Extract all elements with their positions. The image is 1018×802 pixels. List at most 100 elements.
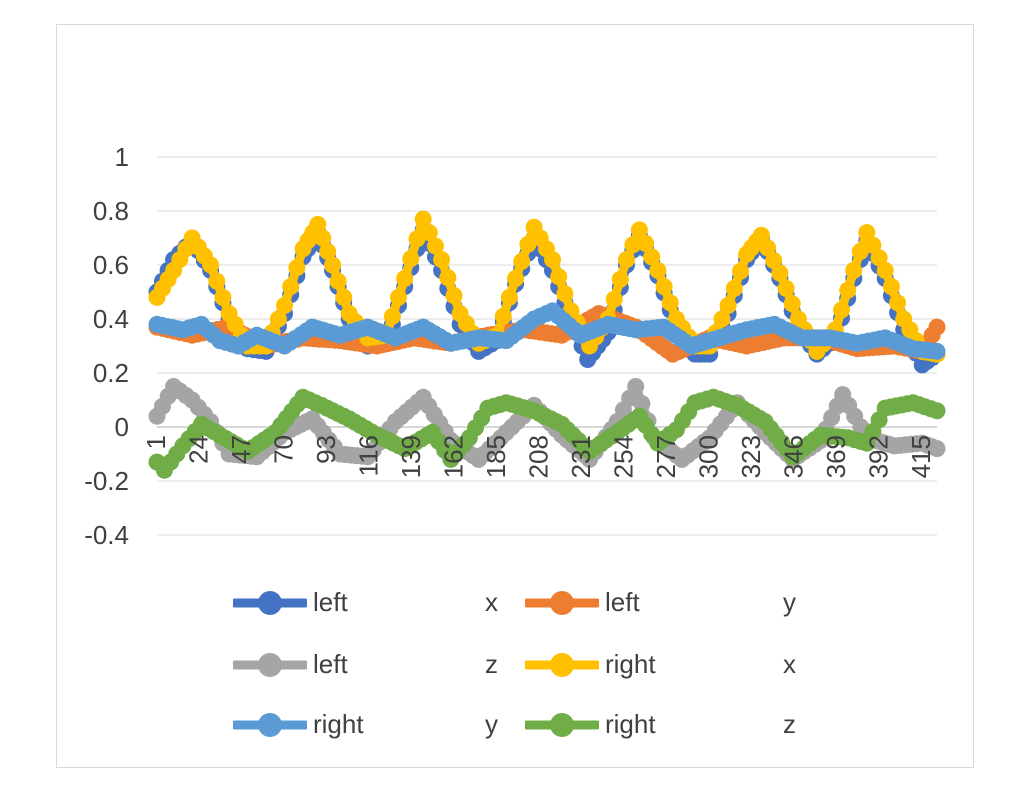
data-point (329, 272, 347, 290)
x-tick-label: 139 (396, 435, 426, 478)
data-point (643, 248, 661, 266)
data-point (202, 256, 220, 274)
y-tick-label: 0.4 (93, 304, 129, 334)
data-point (335, 288, 353, 306)
data-point (732, 262, 749, 280)
data-point (282, 278, 300, 296)
x-tick-label: 254 (609, 435, 639, 478)
y-tick-label: -0.2 (84, 466, 129, 496)
x-tick-label: 300 (694, 435, 724, 478)
x-tick-label: 162 (439, 435, 469, 478)
data-point (420, 224, 438, 242)
data-point (765, 252, 783, 269)
data-point (759, 239, 777, 257)
legend-series-name: right (313, 709, 364, 739)
legend-item: right z (525, 707, 815, 747)
legend-swatch (233, 653, 307, 677)
data-point (611, 270, 629, 288)
data-point (719, 297, 737, 314)
y-tick-label: 0.6 (93, 250, 129, 280)
data-point (870, 249, 888, 267)
x-tick-label: 346 (779, 435, 809, 478)
y-tick-label: 1 (115, 142, 129, 172)
data-point (513, 252, 531, 270)
legend-series-axis: z (783, 709, 796, 739)
data-point (851, 243, 869, 260)
legend-item: right x (525, 647, 815, 687)
legend-swatch (233, 713, 307, 737)
data-point (288, 259, 306, 277)
legend-item: left x (233, 585, 523, 625)
data-point (882, 278, 900, 296)
data-point (507, 270, 525, 287)
data-point (845, 261, 863, 279)
data-point (637, 234, 655, 252)
data-point (427, 237, 444, 255)
legend-item: left z (233, 647, 523, 687)
data-point (402, 250, 420, 268)
data-point (627, 378, 645, 395)
data-point (556, 285, 574, 303)
series-lines (148, 210, 946, 479)
data-point (858, 224, 876, 242)
data-point (649, 261, 667, 279)
legend-series-name: left (313, 587, 348, 617)
legend-series-name: right (605, 709, 656, 739)
legend-swatch (525, 713, 599, 737)
legend-series-name: left (605, 587, 640, 617)
data-point (214, 288, 232, 306)
data-point (833, 301, 850, 319)
data-point (752, 226, 770, 244)
legend-series-axis: y (783, 587, 796, 617)
data-point (544, 251, 561, 269)
y-tick-label: 0 (115, 412, 129, 442)
x-tick-label: 231 (566, 435, 596, 478)
data-point (605, 290, 623, 308)
series-right-y (148, 302, 946, 360)
data-point (771, 264, 789, 282)
x-tick-label: 24 (184, 435, 214, 464)
data-point (928, 402, 946, 420)
data-point (618, 251, 635, 269)
data-point (276, 297, 293, 314)
chart-frame: 1 0.8 0.6 0.4 0.2 0 -0.2 -0.4 1 24 47 70 93 116 139 16… (56, 24, 974, 768)
data-point (433, 251, 451, 269)
data-point (889, 294, 907, 312)
data-point (324, 256, 342, 274)
data-point (396, 270, 414, 287)
legend-series-axis: y (485, 709, 498, 739)
x-tick-label: 369 (821, 435, 851, 478)
data-point (864, 236, 882, 254)
data-point (839, 281, 857, 299)
data-point (383, 307, 401, 325)
x-tick-label: 392 (864, 435, 894, 478)
x-tick-label: 70 (269, 435, 299, 464)
data-point (439, 269, 457, 287)
data-point (319, 243, 337, 260)
data-point (414, 210, 432, 228)
y-tick-label: 0.8 (93, 196, 129, 226)
legend-swatch (525, 653, 599, 677)
data-point (713, 310, 731, 328)
legend-series-axis: x (485, 587, 498, 617)
data-point (624, 236, 642, 254)
x-tick-label: 323 (736, 435, 766, 478)
data-point (633, 395, 651, 413)
data-point (445, 287, 463, 305)
data-point (550, 268, 568, 286)
x-tick-label: 1 (141, 435, 171, 449)
data-point (783, 295, 801, 313)
x-tick-label: 185 (481, 435, 511, 478)
y-tick-label: -0.4 (84, 520, 129, 550)
legend-swatch (525, 591, 599, 615)
data-point (269, 310, 287, 328)
data-point (928, 342, 946, 360)
x-tick-label: 415 (906, 435, 936, 478)
legend-series-axis: x (783, 649, 796, 679)
legend-series-name: right (605, 649, 656, 679)
data-point (309, 216, 327, 233)
x-tick-label: 93 (311, 435, 341, 464)
data-point (208, 272, 226, 290)
x-axis-tick-labels: 1 24 47 70 93 116 139 162 185 208 231 254 277 300 323 3… (141, 435, 936, 478)
y-axis-tick-labels: 1 0.8 0.6 0.4 0.2 0 -0.2 -0.4 (84, 142, 129, 550)
